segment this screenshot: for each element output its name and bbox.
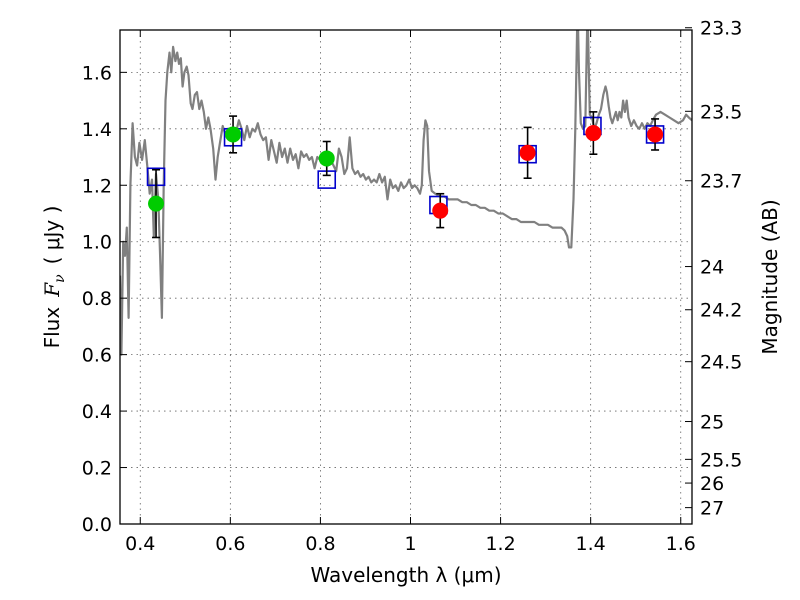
y-tick-labels: 0.0 0.2 0.4 0.6 0.8 1.0 1.2 1.4 1.6	[82, 62, 112, 536]
optical-photometry-point	[318, 150, 335, 167]
model-sed-line	[120, 30, 692, 356]
nearir-photometry-point	[647, 126, 664, 143]
magnitude-tick-label: 23.5	[700, 101, 742, 123]
y-axis-label-symbol: F	[40, 282, 64, 298]
x-tick-label: 1.4	[576, 533, 606, 555]
magnitude-tick-label: 27	[700, 498, 724, 520]
x-tick-label: 0.8	[305, 533, 335, 555]
optical-photometry-point	[148, 195, 165, 212]
x-tick-label: 0.4	[125, 533, 155, 555]
photometry-points	[148, 125, 664, 219]
magnitude-tick-label: 24.5	[700, 352, 742, 374]
y-axis-label-subscript: ν	[52, 274, 68, 283]
axis-ticks	[120, 27, 692, 525]
nearir-photometry-point	[432, 202, 449, 219]
nearir-photometry-point	[519, 144, 536, 161]
y-tick-label: 0.8	[82, 288, 112, 310]
magnitude-tick-label: 24	[700, 257, 724, 279]
magnitude-tick-label: 23.3	[700, 18, 742, 40]
magnitude-tick-label: 23.7	[700, 171, 742, 193]
x-tick-label: 1.6	[666, 533, 696, 555]
y-tick-label: 0.6	[82, 345, 112, 367]
x-tick-labels: 0.4 0.6 0.8 1 1.2 1.4 1.6	[125, 533, 696, 555]
optical-photometry-point	[225, 126, 242, 143]
plot-frame	[119, 29, 693, 525]
y-axis-label-flux: Flux	[40, 307, 64, 349]
magnitude-tick-label: 26	[700, 473, 724, 495]
magnitude-axis-label: Magnitude (AB)	[758, 199, 782, 354]
y-axis-label: Flux Fν ( μJy )	[40, 206, 68, 349]
x-axis-label: Wavelength λ (μm)	[310, 563, 501, 587]
nearir-photometry-point	[585, 125, 602, 142]
magnitude-tick-label: 24.2	[700, 300, 742, 322]
x-tick-label: 1.2	[485, 533, 515, 555]
y-tick-label: 1.4	[82, 119, 112, 141]
magnitude-tick-label: 25.5	[700, 449, 742, 471]
magnitude-tick-labels: 23.3 23.5 23.7 24 24.2 24.5 25 25.526 27	[700, 18, 742, 520]
y-tick-label: 0.2	[82, 458, 112, 480]
y-tick-label: 1.6	[82, 62, 112, 84]
y-tick-label: 0.0	[82, 514, 112, 536]
x-tick-label: 0.6	[215, 533, 245, 555]
y-axis-label-unit: ( μJy )	[40, 206, 64, 265]
y-tick-label: 1.2	[82, 175, 112, 197]
x-tick-label: 1	[404, 533, 416, 555]
magnitude-tick-label: 25	[700, 412, 724, 434]
y-tick-label: 0.4	[82, 401, 112, 423]
plot-area	[120, 30, 692, 356]
y-tick-label: 1.0	[82, 232, 112, 254]
